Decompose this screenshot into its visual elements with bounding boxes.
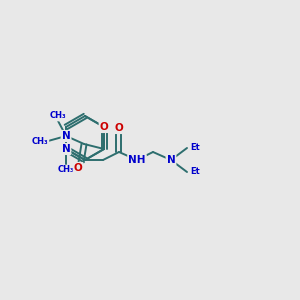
Text: Et: Et	[190, 143, 200, 152]
Text: O: O	[100, 122, 108, 132]
Text: O: O	[115, 123, 123, 133]
Text: CH₃: CH₃	[58, 166, 74, 175]
Text: NH: NH	[128, 155, 146, 165]
Text: O: O	[74, 163, 82, 173]
Text: N: N	[61, 144, 70, 154]
Text: Et: Et	[190, 167, 200, 176]
Text: CH₃: CH₃	[32, 136, 48, 146]
Text: N: N	[167, 155, 176, 165]
Text: CH₃: CH₃	[50, 112, 66, 121]
Text: N: N	[62, 131, 70, 141]
